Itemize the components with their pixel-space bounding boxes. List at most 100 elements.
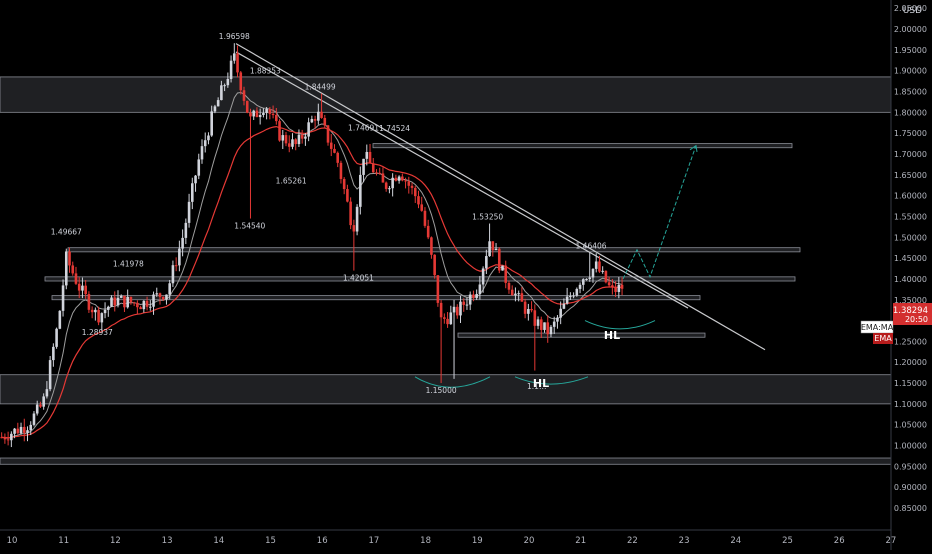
zone-1265 xyxy=(457,332,706,338)
candle-body xyxy=(569,296,572,298)
candle-body xyxy=(271,113,275,116)
candle-body xyxy=(326,125,330,143)
candle-body xyxy=(313,119,317,121)
price-tick-0: 0.85000 xyxy=(894,504,927,513)
candle-body xyxy=(617,284,621,292)
candle-body xyxy=(362,158,365,175)
candle-body xyxy=(601,270,604,272)
candle-body xyxy=(19,426,23,434)
candle-body xyxy=(504,265,508,283)
price-tick-15: 1.60000 xyxy=(894,192,927,201)
zone-low xyxy=(0,374,892,405)
candle-body xyxy=(307,122,310,137)
candle-body xyxy=(575,288,579,296)
candle-body xyxy=(168,283,171,295)
candle-body xyxy=(317,111,320,121)
candle-body xyxy=(394,177,398,181)
candle-body xyxy=(255,110,259,118)
candle-body xyxy=(572,295,575,297)
candle-body xyxy=(514,293,517,296)
support-resistance-zones xyxy=(0,76,892,465)
ema-ma-badge[interactable]: EMA:MA xyxy=(860,320,894,334)
time-tick-14: 24 xyxy=(730,536,741,546)
price-label-10: 1.53250 xyxy=(472,213,503,222)
projection-path xyxy=(622,145,697,280)
candle-body xyxy=(158,293,162,297)
time-tick-13: 23 xyxy=(679,536,690,546)
candle-body xyxy=(35,404,39,414)
candle-body xyxy=(413,187,417,197)
candle-body xyxy=(391,177,394,189)
time-tick-10: 20 xyxy=(524,536,535,546)
price-label-1: 1.88353 xyxy=(250,66,281,75)
price-label-7: 1.49667 xyxy=(51,228,82,237)
price-tick-3: 1.00000 xyxy=(894,442,927,451)
candle-body xyxy=(245,100,249,113)
price-tick-24: 2.05000 xyxy=(894,4,927,13)
candle-body xyxy=(462,301,466,305)
candle-body xyxy=(16,428,20,434)
candle-body xyxy=(39,404,42,407)
price-label-4: 1.74524 xyxy=(379,124,410,133)
candle-body xyxy=(510,289,514,296)
price-tick-14: 1.55000 xyxy=(894,212,927,221)
candle-body xyxy=(287,143,291,147)
candle-body xyxy=(559,308,562,318)
candle-body xyxy=(242,90,246,101)
candle-body xyxy=(397,176,401,181)
candle-body xyxy=(300,134,304,139)
candle-body xyxy=(562,303,566,309)
candle-body xyxy=(611,285,614,287)
candle-body xyxy=(478,284,482,295)
candle-body xyxy=(68,251,71,266)
candle-body xyxy=(213,106,217,112)
candle-body xyxy=(110,297,113,307)
price-tick-23: 2.00000 xyxy=(894,25,927,34)
ema-badge[interactable]: EMA xyxy=(873,333,893,344)
price-label-5: 1.65261 xyxy=(276,177,307,186)
candle-body xyxy=(336,152,340,163)
candle-body xyxy=(565,296,569,304)
candle-body xyxy=(45,389,49,397)
candle-body xyxy=(446,318,449,325)
candle-body xyxy=(262,112,265,115)
candle-body xyxy=(297,134,301,145)
zone-140 xyxy=(44,276,796,282)
price-axis-bg[interactable] xyxy=(891,0,932,550)
candle-body xyxy=(604,270,608,283)
candle-body xyxy=(106,306,110,310)
candle-body xyxy=(423,210,427,226)
candle-body xyxy=(465,304,469,306)
price-label-13: 1.15000 xyxy=(426,386,457,395)
candle-body xyxy=(501,265,504,271)
time-tick-15: 25 xyxy=(782,536,793,546)
candle-body xyxy=(239,72,243,91)
last-price-badge: 1.38294 20:50 xyxy=(893,303,932,325)
candle-body xyxy=(81,285,84,291)
candle-body xyxy=(87,294,91,310)
candle-body xyxy=(417,196,420,205)
candle-body xyxy=(333,148,336,153)
candle-body xyxy=(268,109,272,114)
candle-body xyxy=(407,181,411,186)
candle-body xyxy=(113,297,117,306)
time-tick-4: 14 xyxy=(213,536,224,546)
candle-body xyxy=(265,109,268,113)
candle-body xyxy=(594,261,598,269)
candle-body xyxy=(591,268,595,278)
zone-1355 xyxy=(51,295,701,301)
candle-body xyxy=(310,119,314,123)
candle-body xyxy=(275,115,278,122)
price-label-9: 1.42051 xyxy=(343,274,374,283)
candle-body xyxy=(401,176,404,181)
candle-body xyxy=(449,312,453,325)
candle-body xyxy=(178,248,181,266)
candle-body xyxy=(497,248,501,271)
candle-body xyxy=(459,301,462,316)
candle-body xyxy=(533,310,537,326)
price-tick-7: 1.20000 xyxy=(894,358,927,367)
candle-body xyxy=(3,437,7,440)
candle-body xyxy=(352,225,356,232)
